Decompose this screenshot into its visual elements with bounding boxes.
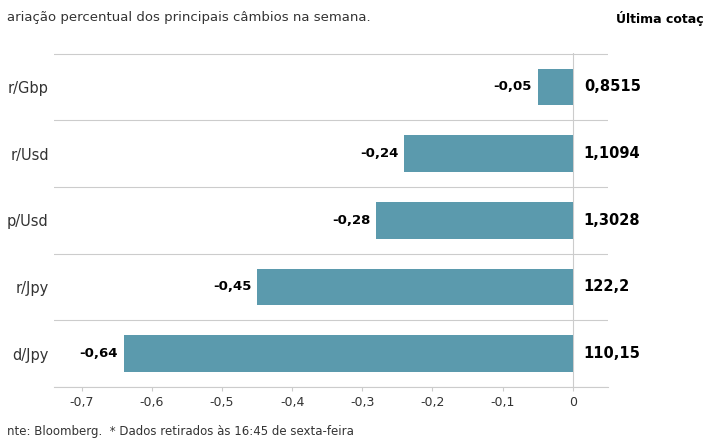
Bar xyxy=(538,69,573,105)
Text: 1,3028: 1,3028 xyxy=(583,213,641,228)
Bar xyxy=(405,135,573,172)
Text: Última cotaç: Última cotaç xyxy=(616,11,704,26)
Text: -0,24: -0,24 xyxy=(360,147,399,160)
Text: 1,1094: 1,1094 xyxy=(583,146,641,161)
Text: 122,2: 122,2 xyxy=(583,279,630,295)
Text: -0,28: -0,28 xyxy=(332,214,370,227)
Text: -0,64: -0,64 xyxy=(79,347,118,360)
Bar xyxy=(376,202,573,239)
Text: 0,8515: 0,8515 xyxy=(583,79,641,94)
Text: -0,45: -0,45 xyxy=(213,280,252,293)
Text: ariação percentual dos principais câmbios na semana.: ariação percentual dos principais câmbio… xyxy=(7,11,371,24)
Text: -0,05: -0,05 xyxy=(493,81,532,93)
Text: nte: Bloomberg.  * Dados retirados às 16:45 de sexta-feira: nte: Bloomberg. * Dados retirados às 16:… xyxy=(7,425,354,438)
Bar xyxy=(124,335,573,372)
Bar xyxy=(257,269,573,305)
Text: 110,15: 110,15 xyxy=(583,346,641,361)
